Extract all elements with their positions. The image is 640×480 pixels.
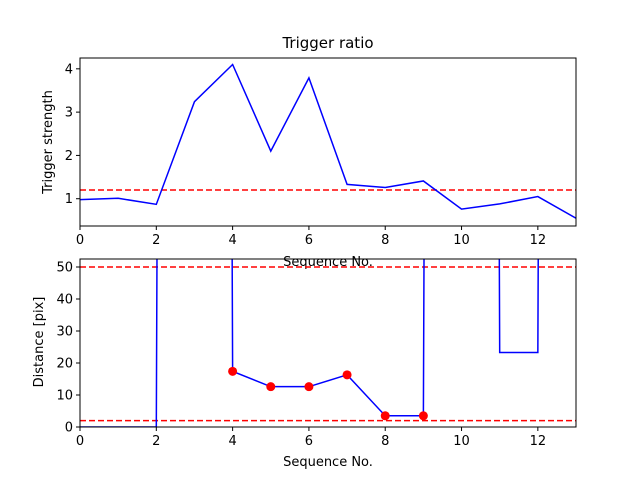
y-tick-label: 50 — [56, 261, 73, 276]
axes-frame — [79, 258, 577, 428]
x-tick-label: 4 — [228, 233, 236, 248]
y-tick-label: 0 — [65, 421, 73, 436]
y-tick-label: 40 — [56, 293, 73, 308]
plot-area — [80, 63, 576, 219]
x-tick-label: 10 — [453, 434, 470, 449]
data-point-marker — [342, 370, 352, 380]
y-axis-label: Trigger strength — [41, 90, 56, 195]
y-tick-label: 20 — [56, 357, 73, 372]
data-point-marker — [266, 382, 276, 392]
y-tick-label: 4 — [65, 62, 73, 77]
x-tick-label: 2 — [152, 233, 160, 248]
trigger-ratio-chart: Trigger ratio Trigger strength Sequence … — [41, 34, 577, 270]
y-tick-label: 3 — [65, 106, 73, 121]
distance-chart: Distance [pix] Sequence No. 0 2 4 6 8 10 12 0 10… — [32, 258, 577, 470]
y-tick-label: 10 — [56, 389, 73, 404]
chart-title: Trigger ratio — [281, 34, 373, 52]
x-tick-label: 6 — [305, 434, 313, 449]
plot-area — [80, 259, 576, 427]
x-tick-label: 12 — [530, 233, 547, 248]
data-point-marker — [418, 411, 428, 421]
x-tick-label: 8 — [381, 233, 389, 248]
x-axis-label: Sequence No. — [283, 455, 373, 470]
x-tick-label: 8 — [381, 434, 389, 449]
x-tick-label: 0 — [76, 233, 84, 248]
y-tick-label: 1 — [65, 192, 73, 207]
y-tick-label: 30 — [56, 325, 73, 340]
x-tick-label: 10 — [453, 233, 470, 248]
axes-frame — [79, 57, 577, 227]
series-line — [80, 259, 539, 427]
x-tick-label: 0 — [76, 434, 84, 449]
x-tick-label: 4 — [228, 434, 236, 449]
x-tick-label: 2 — [152, 434, 160, 449]
y-tick-label: 2 — [65, 149, 73, 164]
y-axis-label: Distance [pix] — [32, 297, 47, 388]
series-line — [80, 63, 576, 219]
data-point-marker — [304, 382, 314, 392]
x-tick-label: 6 — [305, 233, 313, 248]
x-tick-label: 12 — [530, 434, 547, 449]
data-point-marker — [380, 411, 390, 421]
data-point-marker — [228, 366, 238, 376]
